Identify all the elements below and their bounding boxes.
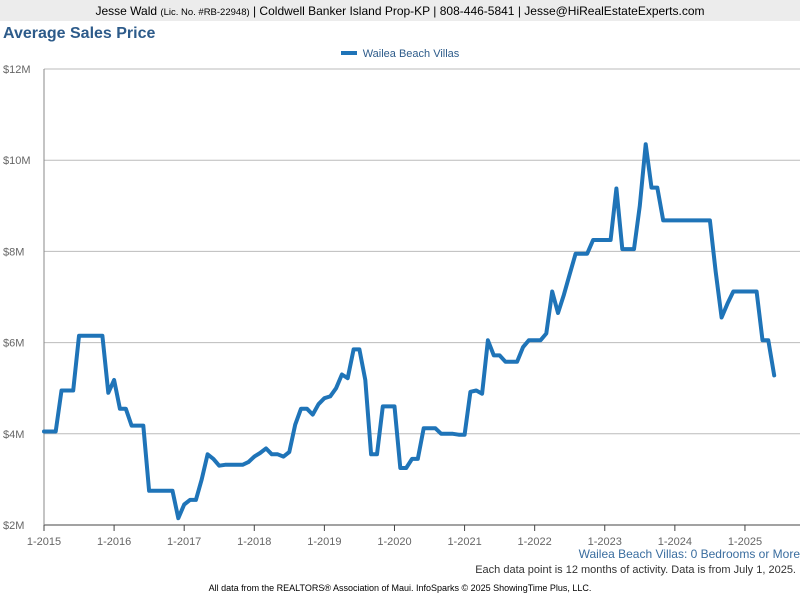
x-tick-label: 1-2021 bbox=[447, 536, 481, 548]
data-note: Each data point is 12 months of activity… bbox=[475, 564, 796, 576]
footer-credit: All data from the REALTORS® Association … bbox=[208, 583, 592, 593]
x-tick-label: 1-2018 bbox=[237, 536, 271, 548]
x-tick-label: 1-2023 bbox=[588, 536, 622, 548]
x-tick-label: 1-2016 bbox=[97, 536, 131, 548]
x-tick-label: 1-2017 bbox=[167, 536, 201, 548]
agent-header-bar: Jesse Wald (Lic. No. #RB-22948) | Coldwe… bbox=[0, 0, 800, 21]
y-tick-label: $4M bbox=[3, 429, 24, 441]
legend-swatch bbox=[340, 51, 357, 56]
legend-label: Wailea Beach Villas bbox=[362, 48, 460, 60]
y-tick-label: $8M bbox=[3, 246, 24, 258]
y-tick-label: $6M bbox=[3, 338, 24, 350]
x-tick-label: 1-2015 bbox=[27, 536, 61, 548]
y-tick-label: $10M bbox=[3, 155, 31, 167]
x-tick-label: 1-2024 bbox=[658, 536, 692, 548]
x-tick-label: 1-2020 bbox=[377, 536, 411, 548]
chart-title: Average Sales Price bbox=[3, 25, 156, 42]
license-number: (Lic. No. #RB-22948) bbox=[160, 7, 250, 18]
y-tick-label: $12M bbox=[3, 64, 31, 76]
x-tick-label: 1-2022 bbox=[518, 536, 552, 548]
agent-name: Jesse Wald bbox=[95, 4, 158, 18]
y-tick-label: $2M bbox=[3, 520, 24, 532]
agent-contact-details: | Coldwell Banker Island Prop-KP | 808-4… bbox=[252, 4, 705, 18]
chart-legend[interactable]: Wailea Beach Villas bbox=[0, 47, 800, 61]
series-line-wailea-beach-villas bbox=[42, 142, 777, 521]
x-tick-label: 1-2019 bbox=[307, 536, 341, 548]
x-tick-label: 1-2025 bbox=[728, 536, 762, 548]
filter-label[interactable]: Wailea Beach Villas: 0 Bedrooms or More bbox=[578, 547, 800, 561]
